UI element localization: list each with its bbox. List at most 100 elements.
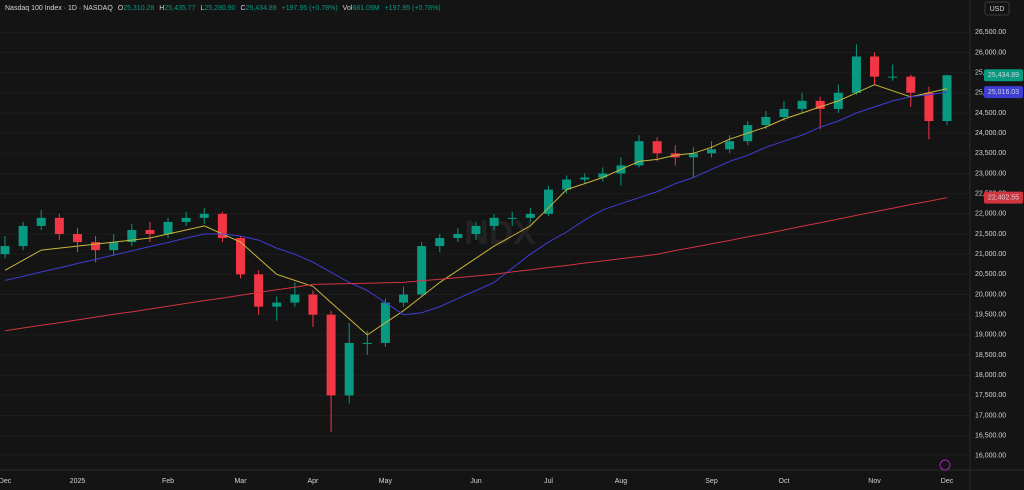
currency-box[interactable] (984, 1, 1010, 16)
candle-body (707, 149, 716, 154)
candle-body (145, 229, 155, 234)
candle-body (471, 225, 481, 234)
ohlc-key: C (240, 5, 245, 12)
currency[interactable]: USD (990, 6, 1005, 13)
x-tick-label: Apr (308, 478, 320, 485)
candle-body (634, 141, 644, 166)
moving-average-line (4, 197, 948, 332)
candle-body (36, 217, 46, 226)
series-last-price-box (984, 191, 1023, 204)
candle-body (453, 234, 463, 239)
y-tick-label: 21,000.00 (975, 251, 1006, 258)
candle-body (815, 100, 825, 109)
candle-body (888, 76, 898, 78)
candle-body (761, 117, 771, 126)
x-tick-label: Jul (544, 478, 553, 485)
candle-body (924, 92, 934, 122)
candle-body (942, 75, 952, 122)
y-tick-label: 20,000.00 (975, 291, 1006, 298)
candle-body (652, 141, 662, 154)
x-tick-label: Feb (162, 478, 174, 485)
candle-body (236, 238, 245, 275)
candle-body (417, 246, 427, 295)
candle-body (435, 238, 445, 247)
x-tick-label: 2025 (70, 478, 86, 485)
y-tick-label: 21,500.00 (975, 231, 1006, 238)
y-tick-label: 16,500.00 (975, 433, 1006, 440)
candle-body (598, 173, 608, 178)
candle-body (163, 221, 173, 234)
candle-body (344, 342, 354, 396)
series-last-price-box (984, 86, 1023, 99)
symbol-title: Nasdaq 100 Index · 1D · NASDAQ (5, 5, 113, 12)
candle-body (91, 242, 101, 251)
candle-body (109, 242, 119, 251)
ohlc-value: 25,280.90 (204, 5, 235, 12)
candle-body (870, 56, 880, 77)
x-tick-label: Aug (615, 478, 628, 485)
candle-body (199, 213, 209, 218)
header: Nasdaq 100 Index · 1D · NASDAQ O25,310.2… (5, 5, 441, 12)
y-tick-label: 18,000.00 (975, 372, 1006, 379)
volume-change: +197.95 (+0.78%) (385, 5, 441, 12)
ohlc-key: O (118, 5, 124, 12)
y-tick-label: 23,500.00 (975, 150, 1006, 157)
y-tick-label: 24,000.00 (975, 130, 1006, 137)
candle-body (0, 246, 10, 255)
ohlc-key: H (159, 5, 164, 12)
series-last-price: 22,402.55 (988, 194, 1019, 201)
y-tick-label: 22,000.00 (975, 211, 1006, 218)
y-tick-label: 17,000.00 (975, 412, 1006, 419)
moving-average-line (4, 84, 948, 336)
x-tick-label: May (379, 478, 393, 485)
candle-body (362, 342, 372, 344)
x-tick-label: Jun (470, 478, 481, 485)
volume-key: Vol (343, 5, 353, 12)
candle-body (290, 294, 300, 303)
candle-body (507, 217, 517, 219)
x-tick-label: Oct (779, 478, 790, 485)
x-tick-label: Mar (234, 478, 247, 485)
y-tick-label: 17,500.00 (975, 392, 1006, 399)
candle-body (906, 76, 916, 93)
ohlc-value: 25,435.77 (164, 5, 195, 12)
candle-body (217, 213, 227, 239)
y-tick-label: 23,000.00 (975, 170, 1006, 177)
candle-body (399, 294, 409, 303)
x-tick-label: Dec (0, 478, 12, 485)
candle-body (181, 217, 191, 222)
y-tick-label: 20,500.00 (975, 271, 1006, 278)
x-tick-label: Sep (705, 478, 718, 485)
x-tick-label: Dec (941, 478, 954, 485)
last-price-box (984, 69, 1023, 82)
y-tick-label: 18,500.00 (975, 352, 1006, 359)
ohlc-value: 25,434.89 (246, 5, 277, 12)
series-last-price: 25,016.03 (988, 89, 1019, 96)
candle-body (688, 153, 698, 158)
y-tick-label: 26,000.00 (975, 49, 1006, 56)
candle-body (580, 177, 590, 180)
y-tick-label: 19,500.00 (975, 312, 1006, 319)
y-tick-label: 26,500.00 (975, 29, 1006, 36)
last-price: 25,434.89 (988, 72, 1019, 79)
change: +197.95 (+0.78%) (282, 5, 338, 12)
y-tick-label: 24,500.00 (975, 110, 1006, 117)
candle-body (254, 274, 264, 307)
moving-average-line (4, 91, 948, 316)
candle-body (562, 179, 572, 190)
ohlc-value: 25,310.28 (123, 5, 154, 12)
candle-body (127, 229, 137, 243)
y-tick-label: 16,000.00 (975, 453, 1006, 460)
y-tick-label: 19,000.00 (975, 332, 1006, 339)
candle-body (725, 141, 735, 150)
candle-body (326, 314, 336, 396)
candle-body (489, 217, 499, 226)
candle-body (525, 213, 535, 218)
candle-body (851, 56, 861, 93)
candle-body (543, 189, 553, 214)
candle-body (797, 100, 807, 109)
events-icon[interactable] (939, 459, 951, 471)
candle-body (779, 108, 789, 117)
